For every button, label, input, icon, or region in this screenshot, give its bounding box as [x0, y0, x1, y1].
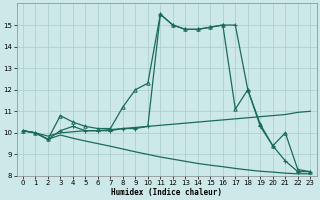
X-axis label: Humidex (Indice chaleur): Humidex (Indice chaleur) [111, 188, 222, 197]
